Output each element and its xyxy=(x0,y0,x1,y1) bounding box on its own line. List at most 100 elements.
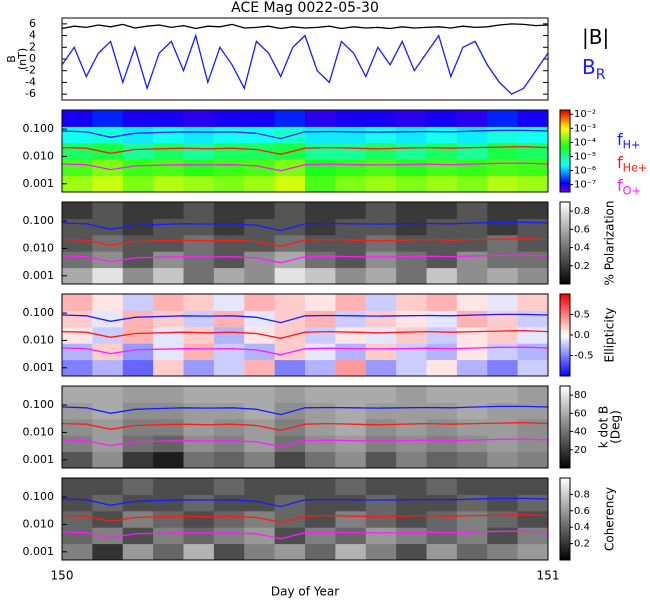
heatmap-cell xyxy=(517,418,549,436)
colorbar-swatch xyxy=(560,492,570,495)
heatmap-cell xyxy=(62,202,93,219)
heatmap-cell xyxy=(92,326,124,344)
heatmap-cell xyxy=(183,343,215,361)
heatmap-cell xyxy=(487,527,519,545)
heatmap-cell xyxy=(487,359,519,377)
series-line xyxy=(61,254,549,264)
heatmap-cell xyxy=(396,343,427,361)
heatmap-cell xyxy=(396,267,427,285)
heatmap-cell xyxy=(517,478,549,495)
heatmap-cell xyxy=(274,326,306,344)
colorbar-tick-label: 20 xyxy=(574,445,587,456)
colorbar-swatch xyxy=(560,388,570,391)
heatmap-cell xyxy=(274,234,306,252)
heatmap-cell xyxy=(213,451,245,469)
heatmap-cell xyxy=(244,110,276,127)
heatmap-cell xyxy=(244,343,276,361)
heatmap-cell xyxy=(365,202,397,219)
heatmap-cell xyxy=(365,402,397,420)
colorbar-swatch xyxy=(560,324,570,328)
colorbar-swatch xyxy=(560,228,570,232)
heatmap-cell xyxy=(274,402,306,420)
heatmap-cell xyxy=(396,159,427,177)
colorbar-swatch xyxy=(560,543,570,547)
heatmap-cell xyxy=(213,359,245,377)
heatmap-cell xyxy=(183,126,215,144)
heatmap-cell xyxy=(456,510,488,528)
heatmap-cell xyxy=(92,543,124,561)
heatmap-cell xyxy=(396,435,427,453)
colorbar-swatch xyxy=(560,541,570,545)
colorbar-swatch xyxy=(560,210,570,213)
heatmap-cell xyxy=(213,386,245,403)
colorbar-swatch xyxy=(560,130,570,134)
y-tick-label: -2 xyxy=(25,64,36,77)
colorbar-label: (Deg) xyxy=(609,410,623,444)
colorbar-tick-label: 0.8 xyxy=(574,206,590,217)
plot-frame xyxy=(61,385,549,469)
colorbar-swatch xyxy=(560,177,570,181)
colorbar-swatch xyxy=(560,531,570,534)
heatmap-cell xyxy=(517,386,549,403)
heatmap-cell xyxy=(183,267,215,285)
heatmap-cell xyxy=(122,310,154,328)
heatmap-cell xyxy=(365,418,397,436)
colorbar-swatch xyxy=(560,316,570,320)
heatmap-cell xyxy=(244,402,276,420)
colorbar-swatch xyxy=(560,353,570,356)
heatmap-cell xyxy=(153,202,184,219)
colorbar-swatch xyxy=(560,122,570,125)
heatmap-cell xyxy=(244,435,276,453)
heatmap-cell xyxy=(365,543,397,561)
heatmap-cell xyxy=(62,418,93,436)
series-line xyxy=(61,221,549,232)
heatmap-cell xyxy=(92,142,124,160)
heatmap-cell xyxy=(153,126,184,144)
heatmap-cell xyxy=(274,451,306,469)
y-tick-label: 0.100 xyxy=(23,122,55,135)
heatmap-cell xyxy=(122,218,154,236)
heatmap-cell xyxy=(213,478,245,495)
heatmap-cell xyxy=(305,202,336,219)
colorbar-swatch xyxy=(560,365,570,369)
heatmap-cell xyxy=(122,402,154,420)
colorbar-swatch xyxy=(560,498,570,502)
colorbar-swatch xyxy=(560,504,570,508)
series-line xyxy=(61,497,549,508)
colorbar-swatch xyxy=(560,431,570,434)
plot-frame xyxy=(61,17,549,101)
heatmap-cell xyxy=(92,418,124,436)
colorbar-swatch xyxy=(560,157,570,160)
heatmap-cell xyxy=(122,359,154,377)
legend-label: fH+ xyxy=(617,130,640,152)
heatmap-cell xyxy=(305,326,336,344)
heatmap-cell xyxy=(517,202,549,219)
colorbar-swatch xyxy=(560,230,570,234)
heatmap-cell xyxy=(487,310,519,328)
heatmap-cell xyxy=(517,159,549,177)
heatmap-cell xyxy=(305,175,336,193)
heatmap-cell xyxy=(213,510,245,528)
series-line xyxy=(61,145,549,155)
colorbar-swatch xyxy=(560,410,570,414)
heatmap-cell xyxy=(213,294,245,311)
colorbar-swatch xyxy=(560,433,570,436)
heatmap-cell xyxy=(456,326,488,344)
colorbar-frame xyxy=(559,201,571,285)
heatmap-cell xyxy=(244,202,276,219)
colorbar-swatch xyxy=(560,420,570,424)
heatmap-cell xyxy=(153,343,184,361)
colorbar-tick-label: -0.5 xyxy=(574,351,594,362)
heatmap-cell xyxy=(153,218,184,236)
heatmap-cell xyxy=(122,267,154,285)
heatmap-cell xyxy=(62,343,93,361)
heatmap-cell xyxy=(92,402,124,420)
heatmap-cell xyxy=(213,251,245,269)
y-tick-label: 0.010 xyxy=(23,241,55,254)
heatmap-cell xyxy=(396,126,427,144)
colorbar-swatch xyxy=(560,525,570,528)
heatmap-cell xyxy=(244,451,276,469)
heatmap-cell xyxy=(122,142,154,160)
colorbar-swatch xyxy=(560,226,570,230)
heatmap-cell xyxy=(335,142,367,160)
